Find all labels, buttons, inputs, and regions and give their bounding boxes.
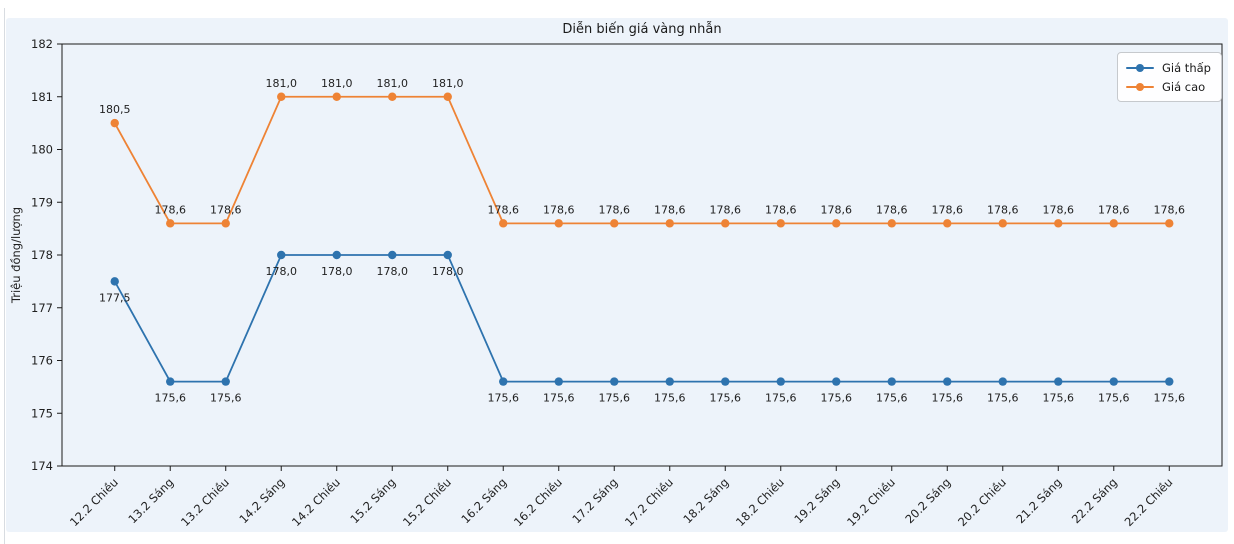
svg-text:22.2 Chiều: 22.2 Chiều bbox=[1122, 475, 1176, 529]
series-0-line-markers: 177,5 175,6 175,6 178,0 178,0 178,0 178,0 175,6… bbox=[99, 250, 1186, 405]
svg-text:178,0: 178,0 bbox=[265, 265, 297, 278]
svg-text:175,6: 175,6 bbox=[821, 392, 853, 405]
svg-text:178,6: 178,6 bbox=[210, 203, 242, 216]
svg-text:19.2 Chiều: 19.2 Chiều bbox=[844, 475, 898, 529]
legend-item-gia-thap: Giá thấp bbox=[1126, 58, 1211, 77]
svg-text:20.2 Chiều: 20.2 Chiều bbox=[955, 475, 1009, 529]
svg-text:175,6: 175,6 bbox=[543, 392, 575, 405]
svg-text:175,6: 175,6 bbox=[987, 392, 1019, 405]
svg-text:178,6: 178,6 bbox=[821, 203, 853, 216]
svg-text:179: 179 bbox=[31, 195, 53, 209]
svg-text:13.2 Chiều: 13.2 Chiều bbox=[178, 475, 232, 529]
svg-text:180: 180 bbox=[31, 143, 53, 157]
svg-text:178,6: 178,6 bbox=[598, 203, 630, 216]
svg-text:20.2 Sáng: 20.2 Sáng bbox=[902, 475, 953, 526]
svg-text:14.2 Sáng: 14.2 Sáng bbox=[236, 475, 287, 526]
svg-text:178,0: 178,0 bbox=[321, 265, 353, 278]
svg-text:178,6: 178,6 bbox=[876, 203, 908, 216]
svg-text:178,6: 178,6 bbox=[1154, 203, 1186, 216]
svg-text:177: 177 bbox=[31, 301, 53, 315]
svg-text:175,6: 175,6 bbox=[765, 392, 797, 405]
svg-text:21.2 Sáng: 21.2 Sáng bbox=[1013, 475, 1064, 526]
svg-text:176: 176 bbox=[31, 354, 53, 368]
svg-text:12.2 Chiều: 12.2 Chiều bbox=[67, 475, 121, 529]
svg-text:175,6: 175,6 bbox=[210, 392, 242, 405]
svg-text:178,6: 178,6 bbox=[765, 203, 797, 216]
svg-text:181,0: 181,0 bbox=[376, 77, 408, 90]
svg-text:15.2 Chiều: 15.2 Chiều bbox=[400, 475, 454, 529]
blue-line-marker-icon bbox=[1126, 63, 1154, 73]
svg-text:16.2 Chiều: 16.2 Chiều bbox=[511, 475, 565, 529]
svg-text:17.2 Sáng: 17.2 Sáng bbox=[569, 475, 620, 526]
svg-text:181: 181 bbox=[31, 90, 53, 104]
svg-text:181,0: 181,0 bbox=[432, 77, 464, 90]
svg-text:175,6: 175,6 bbox=[154, 392, 186, 405]
panel-left-border bbox=[4, 8, 5, 544]
svg-text:181,0: 181,0 bbox=[265, 77, 297, 90]
orange-line-marker-icon bbox=[1126, 82, 1154, 92]
svg-text:175,6: 175,6 bbox=[1154, 392, 1186, 405]
chart-card bbox=[6, 18, 1228, 532]
svg-text:178,6: 178,6 bbox=[1043, 203, 1075, 216]
svg-text:180,5: 180,5 bbox=[99, 103, 131, 116]
chart-title: Diễn biến giá vàng nhẫn bbox=[562, 22, 722, 37]
svg-text:175: 175 bbox=[31, 406, 53, 420]
svg-text:182: 182 bbox=[31, 37, 53, 51]
svg-text:181,0: 181,0 bbox=[321, 77, 353, 90]
svg-text:175,6: 175,6 bbox=[487, 392, 519, 405]
legend-label-gia-cao: Giá cao bbox=[1162, 79, 1206, 94]
svg-text:178,0: 178,0 bbox=[432, 265, 464, 278]
svg-text:22.2 Sáng: 22.2 Sáng bbox=[1069, 475, 1120, 526]
svg-text:178,6: 178,6 bbox=[654, 203, 686, 216]
svg-text:19.2 Sáng: 19.2 Sáng bbox=[791, 475, 842, 526]
svg-text:178,6: 178,6 bbox=[710, 203, 742, 216]
svg-text:13.2 Sáng: 13.2 Sáng bbox=[125, 475, 176, 526]
svg-text:178,6: 178,6 bbox=[932, 203, 964, 216]
svg-text:175,6: 175,6 bbox=[1098, 392, 1130, 405]
svg-text:17.2 Chiều: 17.2 Chiều bbox=[622, 475, 676, 529]
svg-text:18.2 Sáng: 18.2 Sáng bbox=[680, 475, 731, 526]
svg-text:178: 178 bbox=[31, 248, 53, 262]
svg-text:178,6: 178,6 bbox=[487, 203, 519, 216]
svg-text:175,6: 175,6 bbox=[598, 392, 630, 405]
svg-text:178,6: 178,6 bbox=[987, 203, 1019, 216]
svg-text:14.2 Chiều: 14.2 Chiều bbox=[289, 475, 343, 529]
svg-text:174: 174 bbox=[31, 459, 53, 473]
y-axis-label: Triệu đồng/lượng bbox=[9, 206, 23, 304]
x-axis-ticks: 12.2 Chiều 13.2 Sáng 13.2 Chiều 14.2 Sáng 14… bbox=[67, 466, 1175, 529]
legend-label-gia-thap: Giá thấp bbox=[1162, 60, 1211, 75]
svg-text:177,5: 177,5 bbox=[99, 291, 131, 304]
series-1-line-markers: 180,5 178,6 178,6 181,0 181,0 181,0 181,0 178,6… bbox=[99, 77, 1185, 228]
svg-text:178,0: 178,0 bbox=[376, 265, 408, 278]
svg-text:178,6: 178,6 bbox=[154, 203, 186, 216]
svg-text:178,6: 178,6 bbox=[543, 203, 575, 216]
svg-text:15.2 Sáng: 15.2 Sáng bbox=[347, 475, 398, 526]
svg-text:175,6: 175,6 bbox=[932, 392, 964, 405]
svg-text:178,6: 178,6 bbox=[1098, 203, 1130, 216]
svg-text:175,6: 175,6 bbox=[876, 392, 908, 405]
svg-text:18.2 Chiều: 18.2 Chiều bbox=[733, 475, 787, 529]
chart-legend: Giá thấp Giá cao bbox=[1117, 52, 1222, 102]
svg-text:16.2 Sáng: 16.2 Sáng bbox=[458, 475, 509, 526]
svg-text:175,6: 175,6 bbox=[654, 392, 686, 405]
svg-text:175,6: 175,6 bbox=[710, 392, 742, 405]
y-axis-ticks: 174 175 176 177 178 179 180 181 182 bbox=[31, 37, 62, 473]
legend-item-gia-cao: Giá cao bbox=[1126, 77, 1211, 96]
svg-text:175,6: 175,6 bbox=[1043, 392, 1075, 405]
